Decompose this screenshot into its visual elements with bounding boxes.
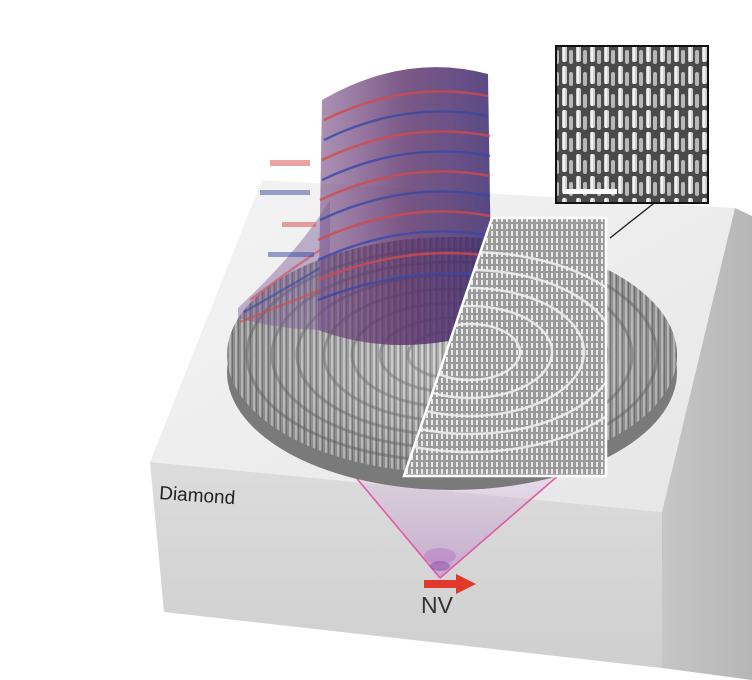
substrate-left-face	[150, 462, 662, 668]
inset-connector-line	[609, 199, 659, 239]
field-scatter	[260, 160, 316, 257]
sem-scale-bar	[563, 189, 617, 194]
nv-label: NV	[421, 592, 453, 618]
optical-field-simulation	[238, 67, 492, 346]
right-arrow-icon	[424, 574, 476, 594]
sem-closeup-inset	[555, 45, 709, 204]
substrate-right-face	[662, 208, 752, 680]
